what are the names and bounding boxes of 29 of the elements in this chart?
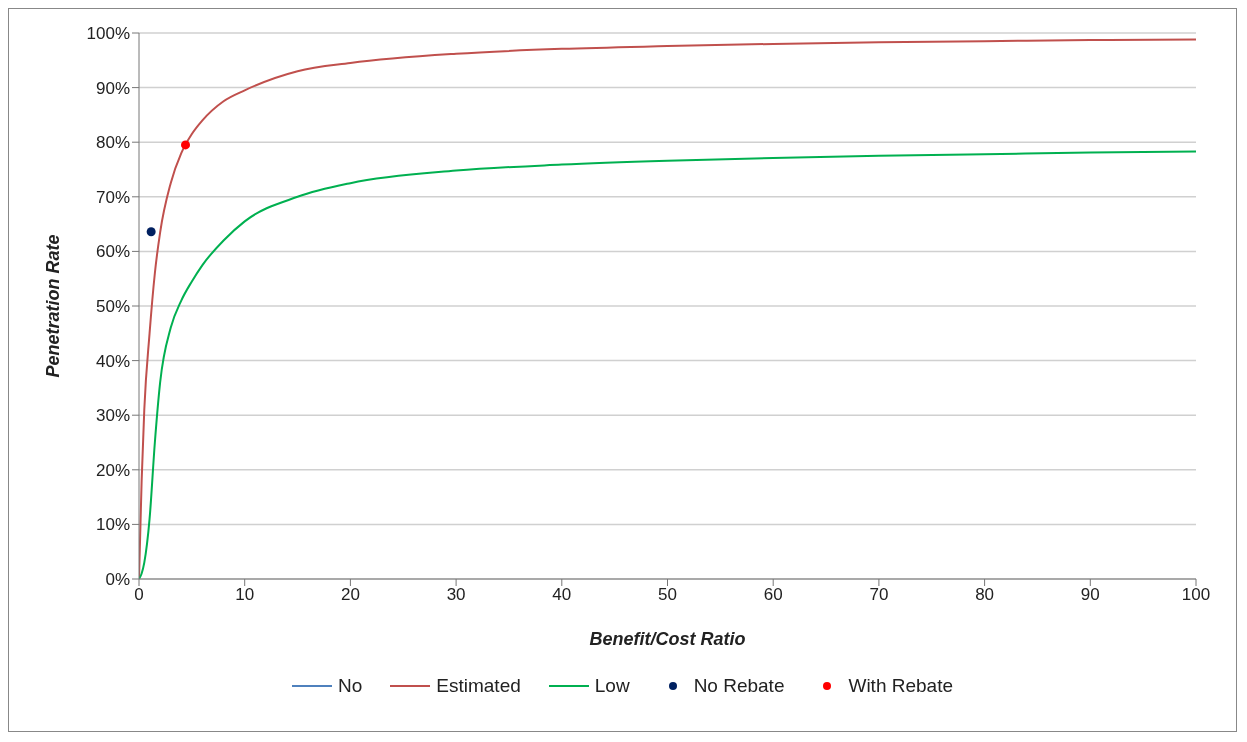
- y-tick-label: 50%: [95, 297, 130, 317]
- legend-label: With Rebate: [848, 675, 954, 697]
- x-tick-label: 100: [1181, 585, 1211, 605]
- x-tick-label: 90: [1080, 585, 1100, 605]
- legend-label: No: [337, 675, 363, 697]
- y-tick-label: 40%: [95, 351, 130, 371]
- legend-label: Estimated: [436, 675, 521, 697]
- legend-label: Low: [594, 675, 630, 697]
- y-tick-label: 60%: [95, 242, 130, 262]
- y-tick-label: 0%: [105, 570, 130, 590]
- y-axis-title: Penetration Rate: [43, 234, 64, 378]
- x-tick-label: 70: [869, 585, 889, 605]
- y-tick-label: 20%: [95, 460, 130, 480]
- y-tick-label: 10%: [95, 515, 130, 535]
- x-tick-label: 10: [235, 585, 255, 605]
- x-tick-label: 80: [975, 585, 995, 605]
- y-tick-label: 80%: [95, 133, 130, 153]
- x-axis-title: Benefit/Cost Ratio: [589, 629, 746, 649]
- x-tick-label: 30: [446, 585, 466, 605]
- x-tick-label: 60: [763, 585, 783, 605]
- x-tick-label: 20: [340, 585, 360, 605]
- y-tick-label: 100%: [86, 24, 130, 44]
- x-tick-label: 0: [134, 585, 144, 605]
- y-tick-label: 70%: [95, 187, 130, 207]
- y-tick-label: 90%: [95, 78, 130, 98]
- y-tick-label: 30%: [95, 406, 130, 426]
- legend-label: No Rebate: [693, 675, 785, 697]
- x-tick-label: 50: [658, 585, 677, 605]
- x-tick-label: 40: [552, 585, 572, 605]
